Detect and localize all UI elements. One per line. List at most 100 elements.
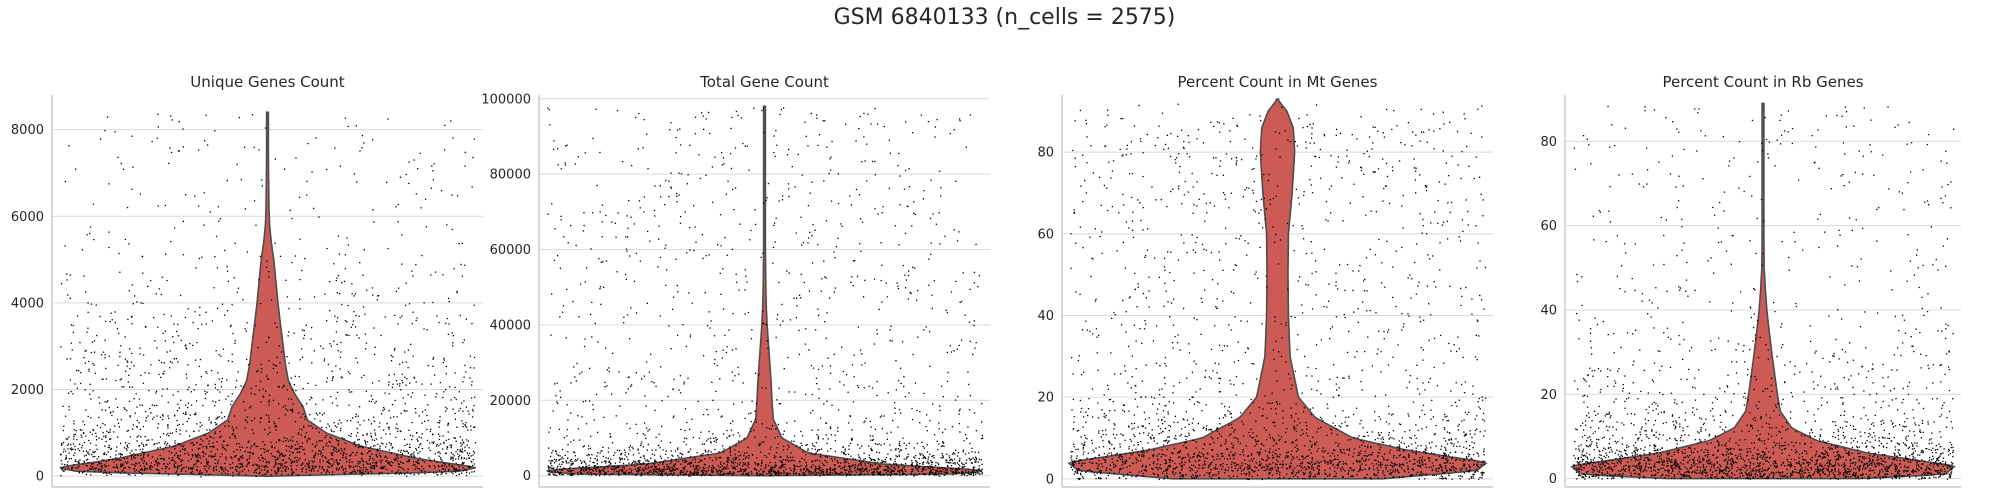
data-point — [408, 460, 410, 463]
data-point — [975, 457, 978, 460]
data-point — [640, 463, 642, 465]
data-point — [192, 455, 194, 457]
data-point — [319, 465, 321, 467]
data-point — [792, 456, 794, 458]
data-point — [101, 378, 103, 380]
data-point — [249, 447, 252, 449]
data-point — [958, 344, 960, 347]
data-point — [297, 433, 299, 435]
data-point — [101, 438, 103, 440]
data-point — [973, 458, 976, 461]
data-point — [969, 459, 971, 461]
data-point — [744, 462, 746, 464]
data-point — [887, 392, 889, 394]
data-point — [264, 444, 266, 446]
data-point — [433, 441, 435, 443]
data-point — [210, 456, 213, 458]
data-point — [793, 464, 795, 466]
data-point — [179, 450, 181, 452]
data-point — [624, 458, 626, 460]
data-point — [190, 442, 192, 444]
data-point — [442, 468, 444, 470]
data-point — [451, 194, 453, 196]
data-point — [103, 453, 106, 456]
data-point — [158, 359, 160, 361]
data-point — [713, 440, 715, 442]
data-point — [704, 470, 706, 472]
data-point — [628, 473, 631, 475]
data-point — [266, 471, 269, 474]
data-point — [744, 145, 746, 147]
data-point — [308, 469, 310, 471]
data-point — [311, 450, 313, 452]
data-point — [244, 208, 246, 210]
data-point — [135, 393, 137, 395]
data-point — [876, 443, 878, 446]
data-point — [800, 465, 802, 467]
data-point — [637, 460, 639, 463]
data-point — [460, 445, 462, 447]
data-point — [458, 391, 460, 393]
data-point — [386, 459, 388, 462]
data-point — [902, 264, 905, 267]
data-point — [362, 434, 364, 436]
data-point — [301, 429, 303, 431]
data-point — [185, 373, 187, 375]
data-point — [617, 470, 619, 472]
data-point — [127, 361, 129, 363]
data-point — [897, 448, 900, 450]
data-point — [366, 434, 368, 436]
data-point — [133, 456, 135, 458]
data-point — [777, 314, 779, 316]
data-point — [150, 279, 152, 282]
data-point — [883, 474, 885, 476]
data-point — [642, 147, 644, 149]
data-point — [650, 466, 652, 468]
data-point — [726, 429, 728, 432]
data-point — [562, 474, 564, 476]
data-point — [748, 463, 750, 465]
data-point — [145, 326, 147, 328]
data-point — [881, 427, 883, 430]
data-point — [780, 461, 783, 464]
data-point — [61, 468, 63, 471]
data-point — [632, 454, 635, 456]
data-point — [770, 446, 772, 448]
data-point — [181, 467, 184, 470]
data-point — [194, 195, 196, 197]
data-point — [195, 463, 197, 465]
data-point — [365, 444, 367, 446]
data-point — [60, 283, 63, 285]
data-point — [415, 193, 417, 195]
data-point — [699, 459, 701, 461]
data-point — [347, 371, 350, 373]
data-point — [773, 222, 776, 224]
data-point — [595, 469, 597, 471]
data-point — [392, 356, 394, 358]
data-point — [311, 443, 314, 445]
data-point — [291, 261, 293, 264]
data-point — [268, 360, 270, 362]
data-point — [464, 151, 466, 153]
data-point — [461, 275, 463, 277]
data-point — [185, 194, 187, 196]
data-point — [840, 223, 842, 225]
data-point — [263, 451, 266, 453]
data-point — [851, 439, 853, 441]
data-point — [445, 406, 447, 409]
data-point — [285, 468, 287, 470]
data-point — [104, 409, 107, 411]
data-point — [156, 465, 159, 467]
data-point — [232, 430, 235, 432]
data-point — [67, 467, 69, 469]
data-point — [393, 416, 395, 418]
data-point — [174, 442, 176, 444]
data-point — [131, 188, 133, 190]
data-point — [246, 458, 248, 461]
data-point — [131, 458, 133, 460]
data-point — [788, 460, 790, 462]
data-point — [467, 429, 469, 431]
data-point — [166, 463, 169, 465]
data-point — [315, 465, 317, 467]
data-point — [824, 460, 826, 462]
